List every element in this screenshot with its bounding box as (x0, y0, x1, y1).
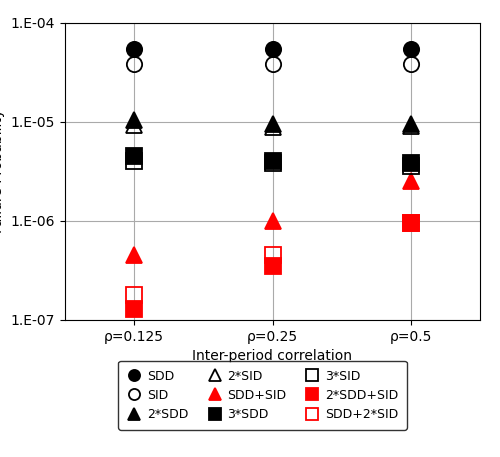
Legend: SDD, SID, 2*SDD, 2*SID, SDD+SID, 3*SDD, 3*SID, 2*SDD+SID, SDD+2*SID: SDD, SID, 2*SDD, 2*SID, SDD+SID, 3*SDD, … (118, 361, 407, 430)
Y-axis label: Failure Probability: Failure Probability (0, 109, 5, 234)
X-axis label: Inter-period correlation: Inter-period correlation (192, 349, 352, 363)
